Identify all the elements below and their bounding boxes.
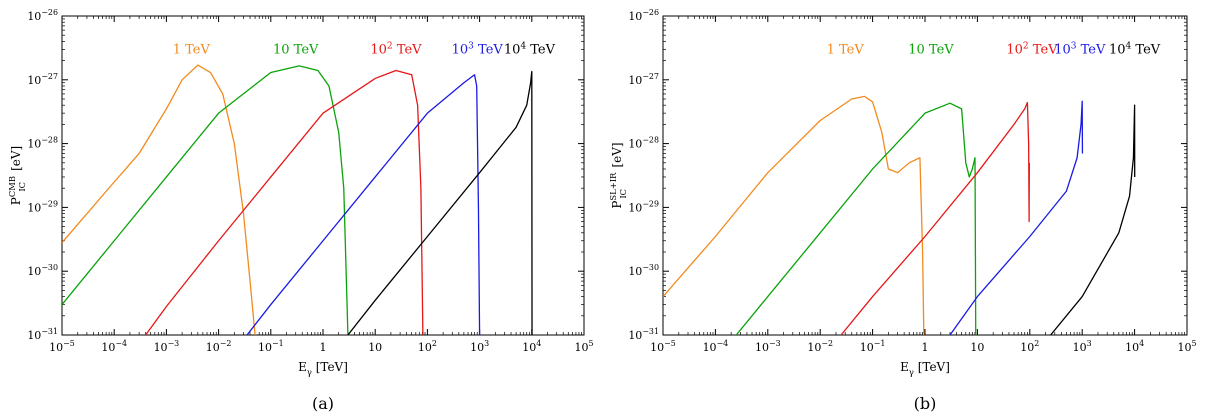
y-tick-label: 10−27 xyxy=(628,72,659,87)
x-tick-label: 10−3 xyxy=(755,339,781,354)
y-tick-label: 10−27 xyxy=(27,72,58,87)
x-tick-label: 1 xyxy=(320,341,327,354)
x-tick-label: 103 xyxy=(470,339,489,354)
x-tick-label: 102 xyxy=(1020,339,1039,354)
y-tick-label: 10−30 xyxy=(628,263,659,278)
x-axis-label: Eγ [TeV] xyxy=(900,360,950,377)
y-tick-label: 10−30 xyxy=(27,263,58,278)
series-label-5: 104 TeV xyxy=(504,41,556,57)
series-label-3: 102 TeV xyxy=(370,41,422,57)
y-tick-label: 10−29 xyxy=(628,199,659,214)
panel-caption: (a) xyxy=(312,394,334,413)
series-label-3: 102 TeV xyxy=(1006,41,1058,57)
series-label-2: 10 TeV xyxy=(908,42,954,57)
series-line-4 xyxy=(246,74,481,335)
x-tick-label: 10−4 xyxy=(101,339,127,354)
y-tick-label: 10−31 xyxy=(27,327,58,342)
series-label-4: 103 TeV xyxy=(1054,41,1106,57)
y-tick-label: 10−29 xyxy=(27,199,58,214)
x-tick-label: 10−1 xyxy=(258,339,284,354)
series-line-2 xyxy=(735,102,977,335)
series-label-4: 103 TeV xyxy=(452,41,504,57)
x-tick-label: 103 xyxy=(1073,339,1092,354)
series-label-1: 1 TeV xyxy=(827,42,865,57)
panel-b: 10−5 10−4 10−3 10−2 10−1 1 10 102 103 104 105 10−31… xyxy=(608,8,1197,413)
y-tick-label: 10−26 xyxy=(628,8,659,23)
panel-caption: (b) xyxy=(914,394,937,413)
x-tick-label: 10−4 xyxy=(703,339,729,354)
x-tick-label: 104 xyxy=(1125,339,1144,354)
series-label-5: 104 TeV xyxy=(1109,41,1161,57)
series-label-1: 1 TeV xyxy=(173,42,211,57)
x-tick-label: 1 xyxy=(922,341,929,354)
x-tick-label: 10−5 xyxy=(49,339,75,354)
x-tick-label: 104 xyxy=(522,339,541,354)
x-tick-label: 10−5 xyxy=(650,339,676,354)
y-axis-label: PSL+IRIC [eV] xyxy=(608,142,628,208)
x-tick-label: 102 xyxy=(418,339,437,354)
x-tick-label: 10−3 xyxy=(154,339,180,354)
series-line-1 xyxy=(663,95,925,335)
x-tick-label: 105 xyxy=(1177,339,1196,354)
series-line-1 xyxy=(62,64,256,335)
x-tick-label: 10 xyxy=(970,341,984,354)
panel-a: 10−5 10−4 10−3 10−2 10−1 1 10 102 103 104 105 10−31… xyxy=(7,8,594,413)
series-line-2 xyxy=(62,65,349,335)
plot-frame xyxy=(61,15,585,336)
y-tick-label: 10−31 xyxy=(628,327,659,342)
x-tick-label: 10 xyxy=(368,341,382,354)
x-tick-label: 10−1 xyxy=(860,339,886,354)
x-axis-label: Eγ [TeV] xyxy=(298,360,348,377)
series-line-3 xyxy=(145,69,424,335)
series-line-5 xyxy=(347,70,533,335)
x-tick-label: 10−2 xyxy=(206,339,232,354)
x-tick-label: 105 xyxy=(574,339,593,354)
plot-frame xyxy=(662,15,1188,336)
series-line-4 xyxy=(949,100,1084,335)
x-tick-label: 10−2 xyxy=(807,339,833,354)
y-tick-label: 10−28 xyxy=(27,136,58,151)
y-axis-label: PCMBIC [eV] xyxy=(7,146,27,205)
series-line-3 xyxy=(840,101,1030,335)
y-tick-label: 10−28 xyxy=(628,136,659,151)
y-tick-label: 10−26 xyxy=(27,8,58,23)
series-label-2: 10 TeV xyxy=(273,42,319,57)
series-line-5 xyxy=(1050,104,1136,335)
